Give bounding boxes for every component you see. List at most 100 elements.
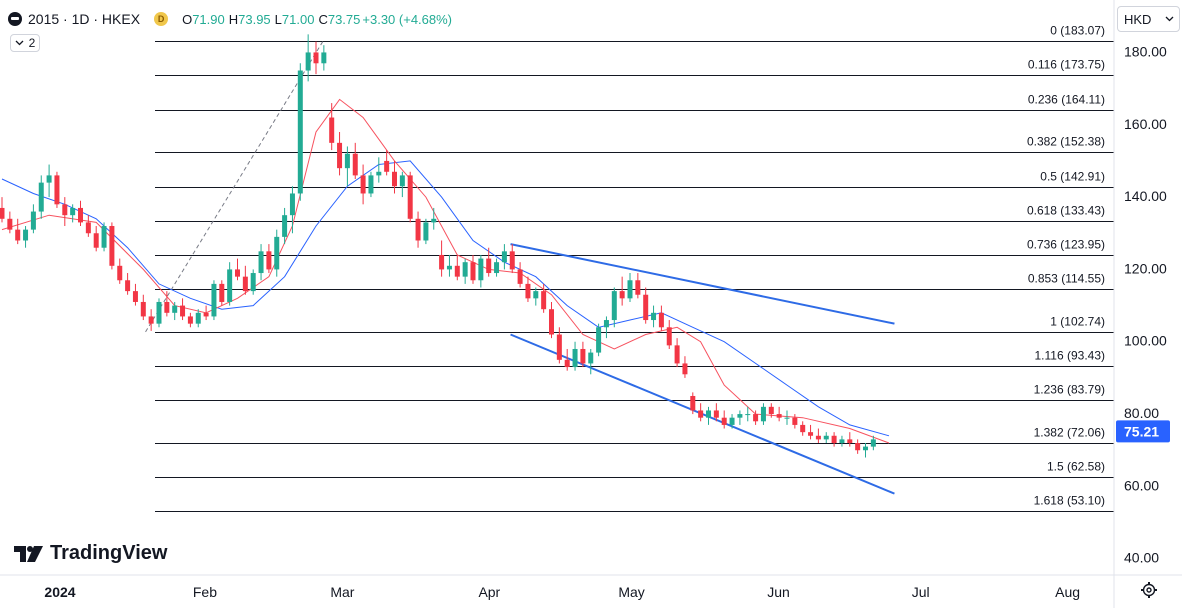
fib-level-label: 1.382 (72.06) <box>1034 426 1105 440</box>
candle-body <box>274 236 280 270</box>
price-tick-label: 140.00 <box>1124 188 1167 204</box>
candle-body <box>823 435 829 440</box>
candle-body <box>792 417 798 425</box>
candle-body <box>768 406 774 415</box>
candle-body <box>556 334 562 360</box>
candle-body <box>509 251 515 270</box>
candle-body <box>30 211 36 230</box>
time-tick-label: Mar <box>330 584 354 600</box>
last-price-tag-bg <box>1116 420 1170 443</box>
candle-body <box>195 312 201 324</box>
candle-body <box>407 175 413 219</box>
candle-body <box>250 273 256 292</box>
currency-value: HKD <box>1124 11 1152 27</box>
price-tick-label: 120.00 <box>1124 260 1167 276</box>
candle-body <box>132 291 138 302</box>
fibonacci-retracement[interactable]: 0 (183.07) 0.116 (173.75) 0.236 (164.11) 0.… <box>145 24 1114 512</box>
candle-body <box>580 348 586 364</box>
time-tick-label: Feb <box>193 584 217 600</box>
candle-body <box>219 283 225 302</box>
candle-body <box>478 258 484 281</box>
candle-body <box>360 175 366 194</box>
candle-body <box>800 424 806 433</box>
candle-body <box>713 410 719 418</box>
candle-body <box>745 414 751 416</box>
candle-body <box>446 265 452 270</box>
time-tick-label: Jun <box>767 584 790 600</box>
time-tick-label: Apr <box>478 584 500 600</box>
candle-body <box>117 265 123 281</box>
low-label: L <box>274 11 282 27</box>
candle-body <box>54 175 60 205</box>
candle-body <box>368 175 374 194</box>
candle-body <box>23 229 29 241</box>
time-tick-label: Jul <box>912 584 930 600</box>
candle-body <box>172 305 178 313</box>
chevron-down-icon <box>1165 16 1174 22</box>
candle-body <box>431 218 437 223</box>
candle-body <box>399 175 405 187</box>
fib-level-label: 0.382 (152.38) <box>1027 135 1105 149</box>
ma-slow-line <box>1 160 890 437</box>
candle-body <box>352 153 358 176</box>
fib-level-label: 0.236 (164.11) <box>1028 93 1105 107</box>
candle-body <box>344 153 350 169</box>
candle-body <box>180 305 186 317</box>
candle-body <box>164 301 170 313</box>
candle-body <box>392 171 397 187</box>
currency-select[interactable]: HKD <box>1117 6 1180 32</box>
symbol-logo-icon <box>8 12 22 26</box>
low-value: 71.00 <box>281 11 315 27</box>
candle-body <box>439 254 445 270</box>
fib-level-label: 0 (183.07) <box>1050 24 1105 38</box>
fib-level-label: 0.5 (142.91) <box>1040 170 1105 184</box>
candle-body <box>698 410 704 418</box>
candle-body <box>140 301 146 317</box>
candle-body <box>682 363 688 375</box>
candle-body <box>839 439 845 444</box>
price-tick-label: 60.00 <box>1124 477 1159 493</box>
candle-body <box>470 262 476 281</box>
tradingview-logo[interactable]: TradingView <box>14 542 167 565</box>
fib-level-label: 1.236 (83.79) <box>1034 383 1105 397</box>
candle-body <box>462 262 468 277</box>
price-axis[interactable]: 180.00 160.00 140.00 120.00 100.00 80.00 60.00… <box>1124 43 1167 565</box>
candle-body <box>572 348 578 368</box>
candle-body <box>148 316 154 324</box>
candle-body <box>78 207 83 223</box>
candle-body <box>525 283 531 299</box>
time-tick-label: Aug <box>1055 584 1080 600</box>
tradingview-mark-icon <box>14 545 43 562</box>
candle-body <box>70 207 76 216</box>
candle-body <box>831 435 837 444</box>
open-value: 71.90 <box>192 11 225 27</box>
candle-body <box>321 52 327 64</box>
candle-body <box>337 142 343 169</box>
symbol-title[interactable]: 2015 · 1D · HKEX <box>28 11 141 27</box>
candle-body <box>85 222 91 234</box>
chevron-down-icon <box>15 40 24 46</box>
candle-body <box>423 222 429 241</box>
data-badge[interactable]: D <box>154 12 169 26</box>
indicators-toggle-button[interactable]: 2 <box>10 34 40 52</box>
symbol-header[interactable]: 2015 · 1D · HKEX D O 71.90 H 73.95 L 71.00 … <box>8 9 454 29</box>
candle-body <box>776 414 782 418</box>
candle-body <box>415 218 421 241</box>
candle-body <box>815 435 821 440</box>
candle-body <box>635 280 641 295</box>
trendline <box>510 243 895 325</box>
close-label: C <box>318 11 328 27</box>
candle-body <box>643 294 649 321</box>
time-tick-label: 2024 <box>44 584 75 600</box>
candle-body <box>603 320 609 328</box>
candle-body <box>297 70 303 194</box>
candle-body <box>289 193 295 216</box>
candle-body <box>494 262 500 274</box>
gear-icon[interactable] <box>1140 581 1158 599</box>
candle-body <box>329 117 335 143</box>
fib-level-label: 0.618 (133.43) <box>1027 204 1105 218</box>
candle-body <box>855 443 861 451</box>
time-axis[interactable]: 2024 Feb Mar Apr May Jun Jul Aug <box>44 584 1080 600</box>
last-price-tag: 75.21 <box>1116 420 1170 443</box>
